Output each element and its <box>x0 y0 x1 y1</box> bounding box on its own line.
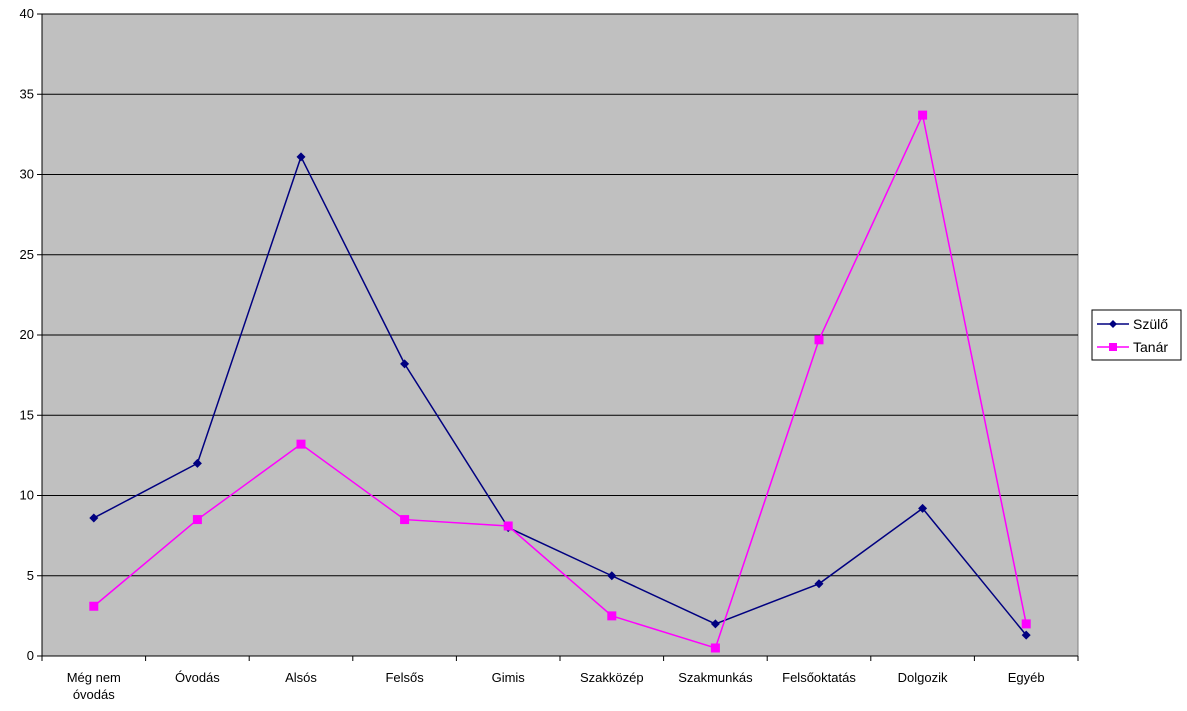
x-tick-label: Felsőoktatás <box>782 670 856 685</box>
series-szulo <box>89 152 1031 640</box>
data-point-szulo <box>192 458 202 468</box>
data-point-tanar <box>192 515 202 525</box>
legend-marker-tanar <box>1109 343 1117 351</box>
y-tick-label: 20 <box>20 327 34 342</box>
legend-marker-szulo <box>1109 320 1117 328</box>
x-tick-label: Szakmunkás <box>678 670 753 685</box>
data-point-tanar <box>400 515 410 525</box>
data-point-szulo <box>296 152 306 162</box>
series-line-tanar <box>93 112 1027 649</box>
x-tick-label: Gimis <box>492 670 526 685</box>
legend-box <box>1091 309 1182 361</box>
x-tick-label-line: Szakmunkás <box>678 670 753 685</box>
x-tick-label-line: Gimis <box>492 670 526 685</box>
data-point-tanar <box>918 110 928 120</box>
data-point-szulo <box>607 571 617 581</box>
x-tick-label-line: Egyéb <box>1008 670 1045 685</box>
data-point-szulo <box>89 513 99 523</box>
x-tick-label-line: Óvodás <box>175 670 220 685</box>
data-point-tanar <box>89 601 99 611</box>
data-point-szulo <box>400 359 410 369</box>
data-point-szulo <box>710 619 720 629</box>
x-tick-label: Egyéb <box>1008 670 1045 685</box>
y-axis-ticks: 0 5 10 15 20 25 30 35 40 <box>20 6 42 663</box>
legend-label-szulo: Szülő <box>1133 316 1168 332</box>
y-tick-label: 30 <box>20 167 34 182</box>
y-tick-label: 25 <box>20 247 34 262</box>
x-tick-label-line: óvodás <box>73 687 115 702</box>
x-tick-label: Még nem óvodás <box>67 670 121 702</box>
series-tanar <box>89 110 1031 653</box>
x-tick-label-line: Még nem <box>67 670 121 685</box>
x-tick-label-line: Alsós <box>285 670 317 685</box>
x-tick-label: Alsós <box>285 670 317 685</box>
data-point-tanar <box>710 643 720 653</box>
legend-label-tanar: Tanár <box>1133 339 1168 355</box>
y-tick-label: 5 <box>27 568 34 583</box>
data-point-tanar <box>607 611 617 621</box>
gridlines <box>42 13 1078 577</box>
x-tick-label: Szakközép <box>580 670 644 685</box>
x-tick-label-line: Dolgozik <box>898 670 948 685</box>
x-tick-label-line: Felsős <box>385 670 424 685</box>
x-tick-label: Dolgozik <box>898 670 948 685</box>
y-tick-label: 0 <box>27 648 34 663</box>
data-point-tanar <box>296 439 306 449</box>
data-point-tanar <box>503 521 513 531</box>
series-line-szulo <box>93 154 1027 636</box>
x-tick-label-line: Szakközép <box>580 670 644 685</box>
data-point-szulo <box>918 503 928 513</box>
x-axis-ticks: Még nem óvodás Óvodás Alsós Felsős Gimis Szakk… <box>41 656 1079 702</box>
legend-item-szulo: Szülő <box>1097 316 1168 332</box>
y-tick-label: 15 <box>20 407 34 422</box>
y-tick-label: 40 <box>20 6 34 21</box>
x-tick-label: Felsős <box>385 670 424 685</box>
x-tick-label: Óvodás <box>175 670 220 685</box>
y-tick-label: 35 <box>20 86 34 101</box>
series-layer <box>89 110 1031 653</box>
x-tick-label-line: Felsőoktatás <box>782 670 856 685</box>
y-tick-label: 10 <box>20 488 34 503</box>
legend-item-tanar: Tanár <box>1097 339 1168 355</box>
data-point-tanar <box>814 335 824 345</box>
data-point-tanar <box>1021 619 1031 629</box>
data-point-szulo <box>814 579 824 589</box>
legend: Szülő Tanár <box>1091 309 1182 361</box>
data-point-szulo <box>1021 630 1031 640</box>
